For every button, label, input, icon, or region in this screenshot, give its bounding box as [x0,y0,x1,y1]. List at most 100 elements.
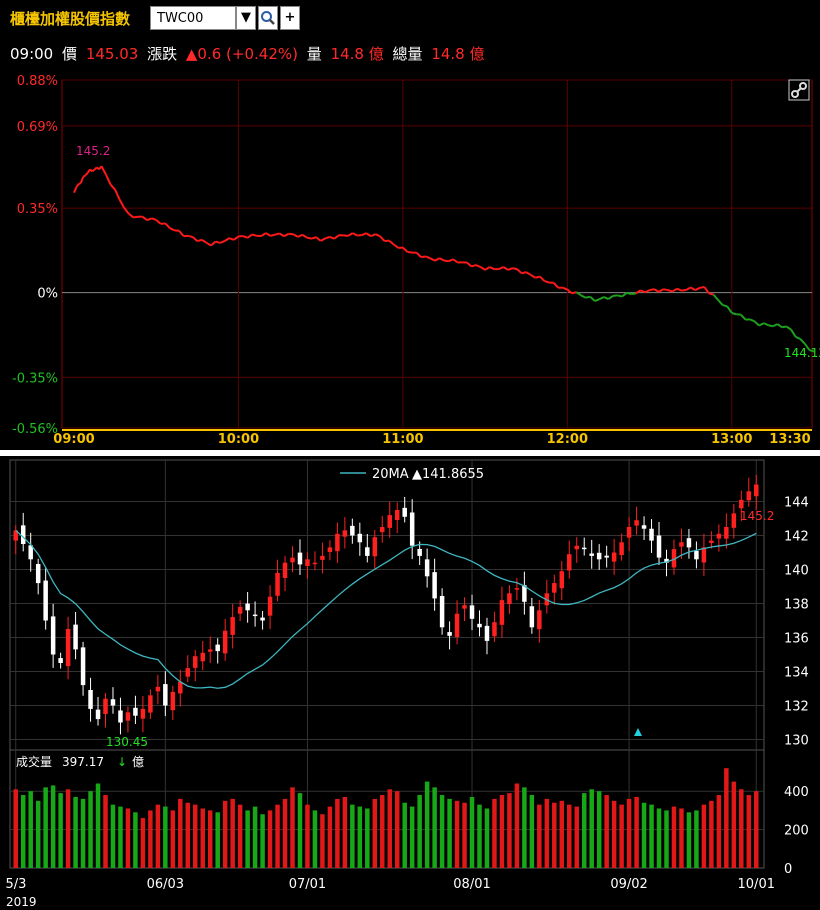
intraday-line-segment [763,322,769,327]
intraday-line-segment [617,294,623,298]
candle-body [43,580,48,621]
intraday-line-segment [434,257,440,262]
intraday-line-segment [100,165,107,176]
candle-body [222,630,228,654]
candle-body [447,632,452,636]
candle-body [716,533,722,539]
quote-time: 09:00 [10,45,54,63]
candle-body [207,649,213,652]
intraday-line-segment [315,236,322,242]
intraday-line-segment [726,305,733,314]
intraday-line-segment [192,236,198,242]
volume-bar [432,787,437,868]
intraday-line-segment [804,343,811,351]
candle-body [320,555,325,560]
index-title: 櫃檯加權股價指數 [10,10,131,28]
intraday-line-segment [352,232,358,237]
daily-x-tick: 08/01 [453,877,490,892]
search-button[interactable] [258,6,278,30]
intraday-line-segment [279,232,285,238]
volume-bar [559,800,565,868]
intraday-line-segment [306,236,312,240]
intraday-last-label: 144.12 [784,346,820,360]
symbol-input[interactable]: TWC00 [150,6,236,30]
candle-body [350,525,355,536]
search-icon [261,11,275,25]
candle-body [611,552,617,562]
intraday-line-segment [89,168,93,173]
candle-body [619,542,624,556]
intraday-line-segment [552,282,559,289]
intraday-line-segment [489,266,495,271]
intraday-line-segment [233,235,240,241]
daily-y-tick: 142 [784,530,809,545]
volume-bar [611,800,617,868]
candle-body [439,596,445,628]
intraday-line-segment [429,257,436,262]
intraday-line-segment [402,246,409,253]
candle-body [327,547,333,553]
intraday-line-segment [210,240,217,247]
volume-bar [499,795,505,868]
intraday-line-segment [781,325,787,329]
volume-bar [746,795,752,868]
intraday-line-segment [301,233,308,239]
volume-bar [574,806,579,868]
candle-body [664,558,669,563]
intraday-line-segment [164,222,171,229]
intraday-line-segment [776,323,783,329]
intraday-line-segment [571,291,577,295]
volume-label: 量 [306,45,322,63]
volume-bar [312,810,318,868]
volume-bar [394,791,400,868]
candle-body [402,507,407,517]
intraday-line-segment [379,235,386,242]
volume-bar [372,798,378,868]
intraday-line-segment [717,299,724,306]
intraday-line-segment [521,271,527,275]
intraday-line-segment [649,288,655,292]
candle-body [454,613,460,637]
volume-bar [424,781,430,868]
intraday-line-segment [187,234,194,239]
volume-bar [447,798,452,868]
intraday-line-segment [84,172,89,176]
symbol-dropdown-button[interactable]: ▼ [236,6,256,30]
candle-body [125,712,131,721]
intraday-line-segment [452,258,459,264]
volume-bar [596,791,602,868]
candle-body [686,538,692,548]
intraday-line-segment [283,232,290,238]
intraday-line-segment [370,233,376,238]
candle-body [245,603,250,611]
volume-bar [118,806,123,868]
intraday-line-segment [749,318,756,323]
candle-body [275,572,280,596]
candle-body [148,695,153,713]
intraday-line-segment [566,288,573,295]
volume-bar [80,798,86,868]
volume-bar [619,804,624,868]
candle-body [13,530,18,541]
volume-y-tick: 0 [784,862,792,877]
intraday-line-segment [415,251,422,258]
intraday-line-segment [219,240,226,244]
intraday-line-segment [722,304,728,308]
quote-bar: 09:00 價 145.03 漲跌 ▲0.6 (+0.42%) 量 14.8 億… [10,43,488,64]
daily-x-tick: 5/3 [6,877,27,892]
intraday-line-segment [466,261,473,268]
volume-bar [724,768,729,868]
intraday-line-segment [292,233,299,238]
intraday-x-tick: 10:00 [218,432,259,447]
volume-bar [671,806,677,868]
intraday-line-segment [626,291,632,295]
intraday-line-segment [758,322,765,327]
intraday-line-segment [443,259,449,263]
volume-bar [739,789,744,868]
volume-panel-value: 397.17 [62,755,104,769]
candle-body [469,605,475,619]
candle-body [193,656,198,668]
add-button[interactable]: + [280,6,300,30]
intraday-line-segment [562,286,568,291]
intraday-x-tick: 13:30 [769,432,810,447]
